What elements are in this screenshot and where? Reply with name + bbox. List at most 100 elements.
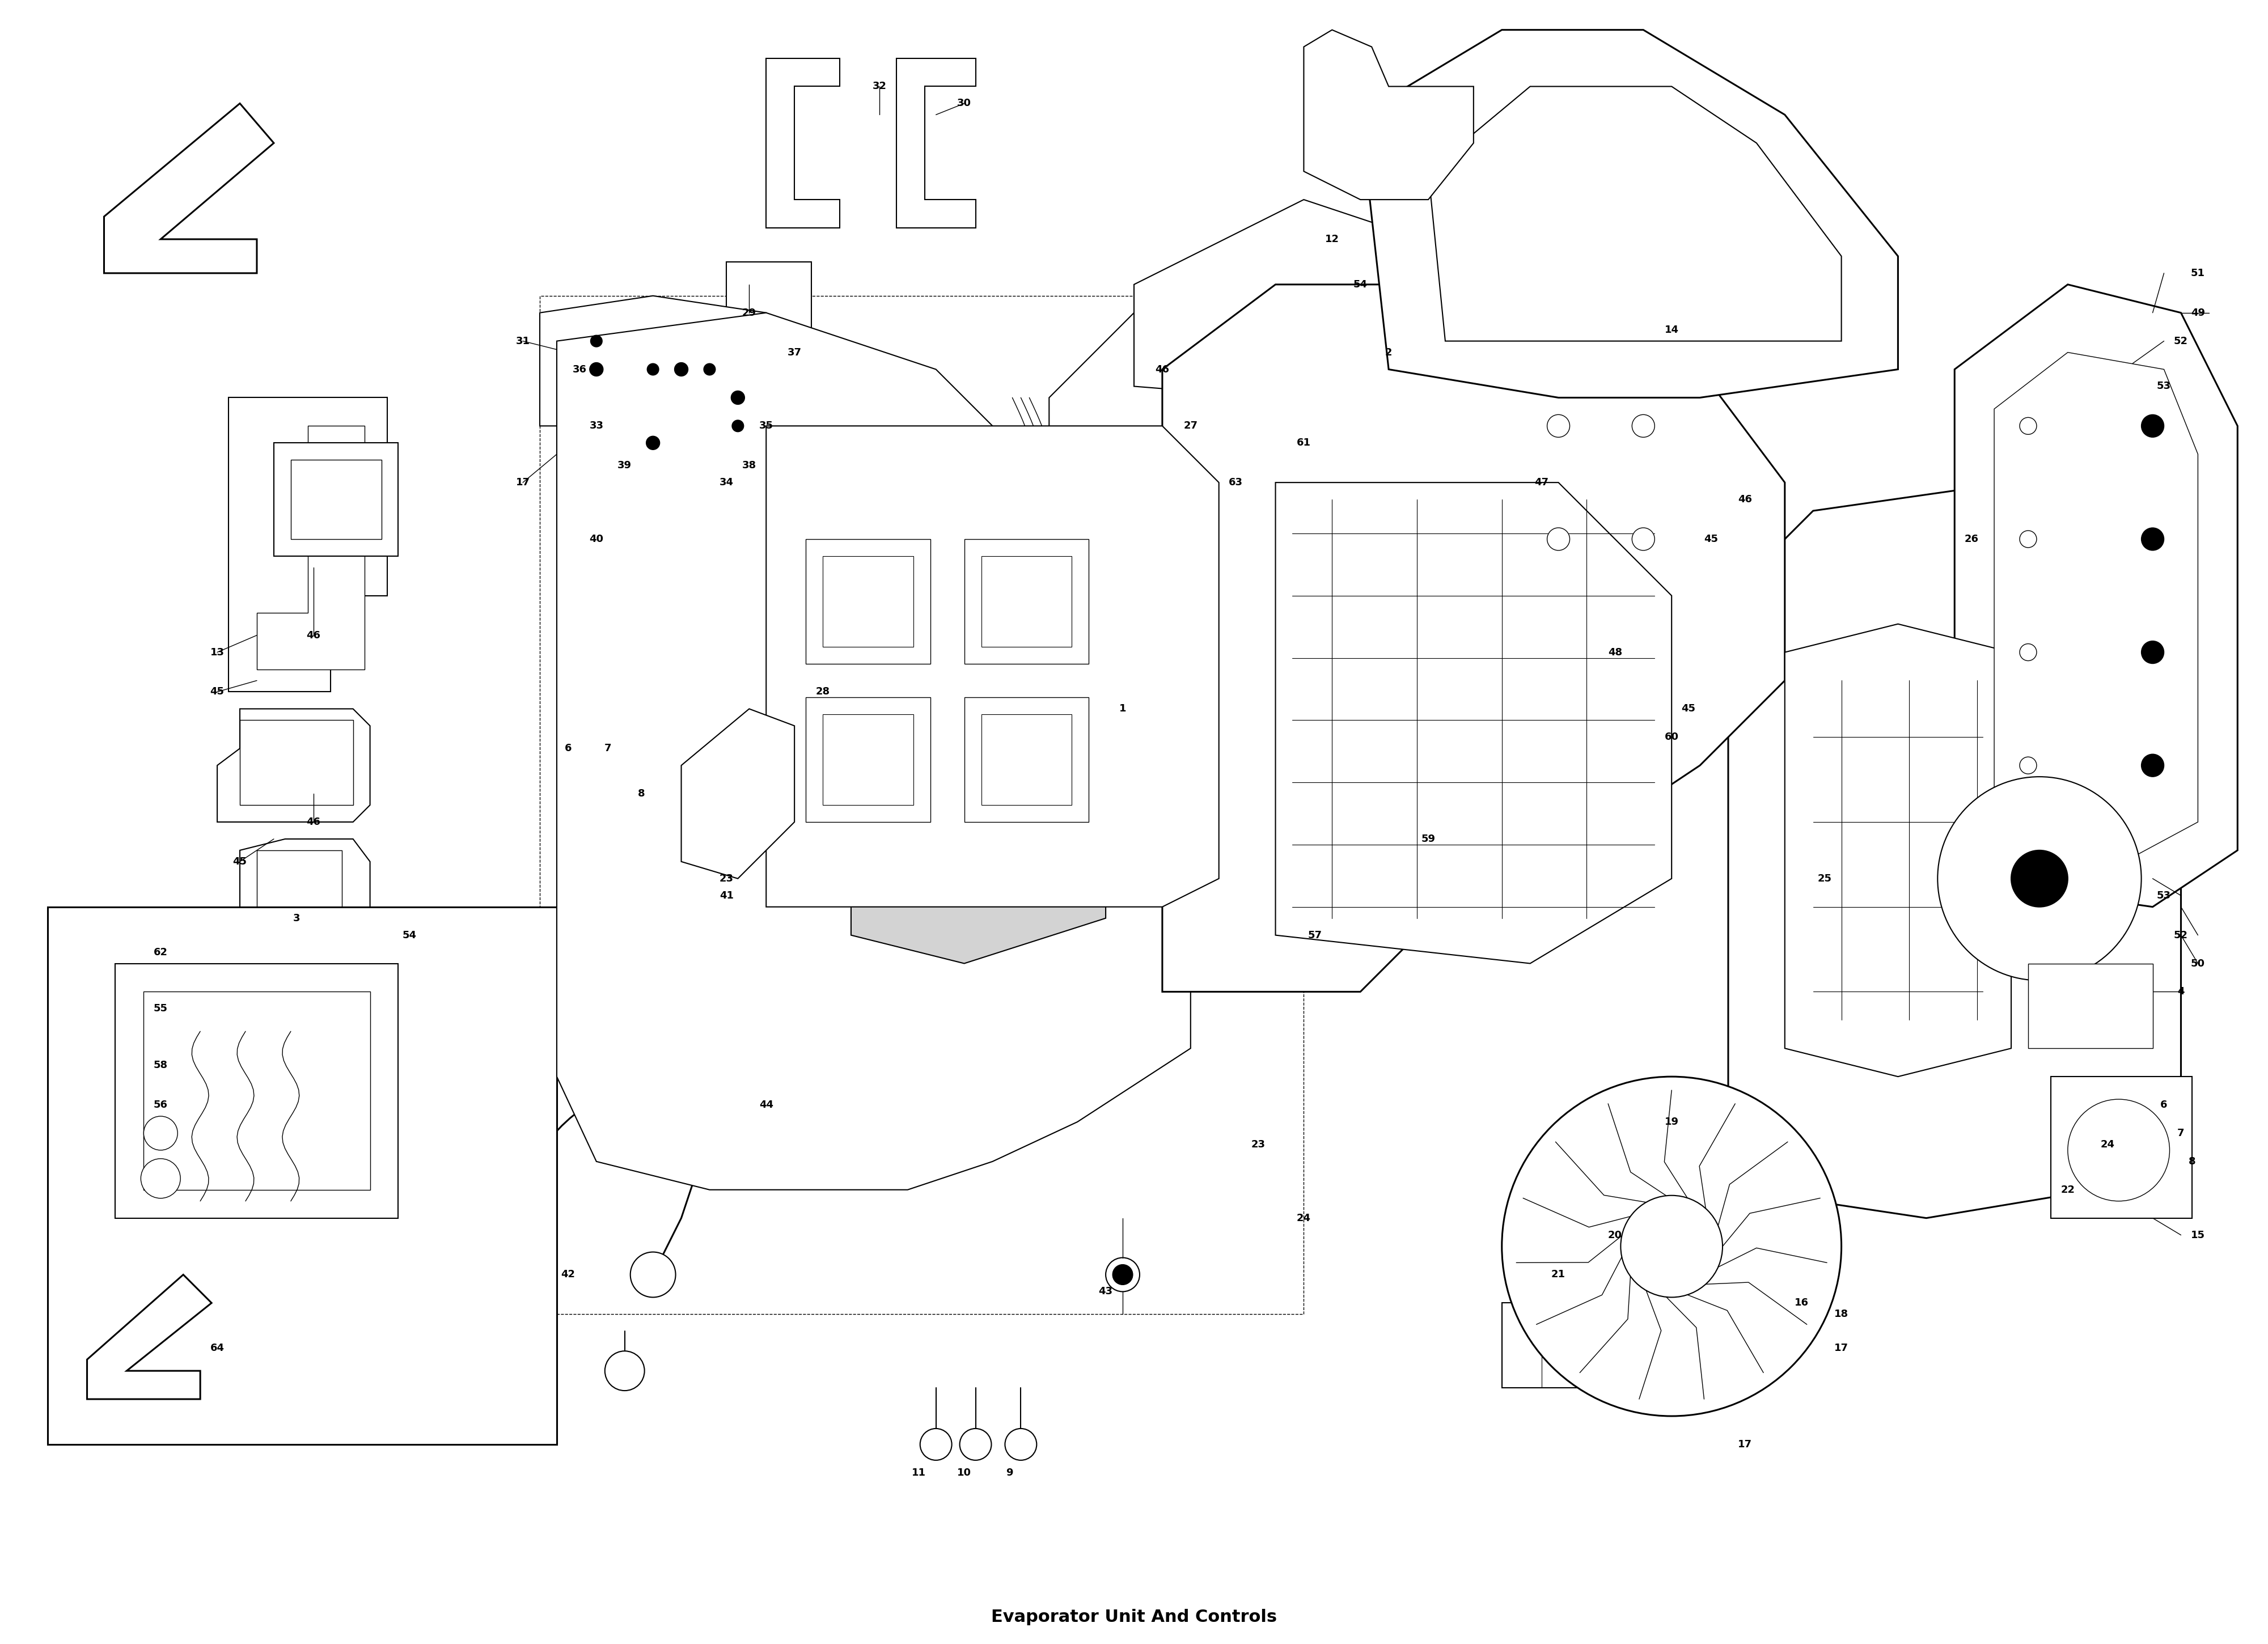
Circle shape (1633, 528, 1656, 551)
Text: 6: 6 (565, 743, 572, 753)
Text: 42: 42 (560, 1269, 576, 1279)
Circle shape (703, 363, 714, 375)
Bar (2028, 963, 2152, 1049)
Circle shape (1547, 414, 1569, 437)
Polygon shape (1501, 370, 1728, 595)
Text: 17: 17 (515, 477, 531, 488)
Circle shape (1633, 414, 1656, 437)
Circle shape (2141, 528, 2164, 551)
Text: 4: 4 (2177, 986, 2184, 996)
Text: 47: 47 (1535, 477, 1549, 488)
Circle shape (2068, 1100, 2170, 1202)
Text: 16: 16 (1794, 1297, 1810, 1309)
Text: 59: 59 (1422, 834, 1436, 843)
Text: 46: 46 (1154, 365, 1170, 375)
Polygon shape (86, 1274, 211, 1399)
Polygon shape (1955, 284, 2239, 907)
Text: 25: 25 (1817, 873, 1833, 884)
Polygon shape (1050, 312, 1417, 539)
Bar (710, 352, 794, 409)
Polygon shape (1785, 625, 2012, 1077)
Bar (540, 296, 1304, 1314)
Text: 23: 23 (719, 873, 733, 884)
Bar (612, 381, 714, 426)
Text: Evaporator Unit And Controls: Evaporator Unit And Controls (991, 1609, 1277, 1626)
Text: 45: 45 (1703, 534, 1719, 544)
Polygon shape (218, 709, 370, 822)
Text: 23: 23 (1252, 1139, 1266, 1149)
Text: 56: 56 (154, 1100, 168, 1110)
Circle shape (674, 363, 687, 376)
Polygon shape (767, 58, 839, 229)
Polygon shape (1429, 87, 1842, 340)
Text: 11: 11 (912, 1468, 925, 1478)
Circle shape (1005, 1429, 1036, 1460)
Text: 41: 41 (719, 891, 733, 901)
Circle shape (590, 335, 601, 347)
Polygon shape (767, 426, 1218, 907)
Circle shape (2021, 756, 2037, 774)
Text: 24: 24 (2100, 1139, 2114, 1149)
Circle shape (730, 391, 744, 404)
Text: 7: 7 (603, 743, 612, 753)
Bar (116, 963, 399, 1218)
Bar (964, 697, 1089, 822)
Text: 34: 34 (719, 477, 733, 488)
Text: 20: 20 (1608, 1230, 1622, 1240)
Text: 43: 43 (1098, 1287, 1114, 1297)
Text: 15: 15 (2191, 1230, 2204, 1240)
Bar (2050, 1077, 2193, 1218)
Text: 49: 49 (2191, 307, 2204, 317)
Text: 62: 62 (154, 947, 168, 957)
Text: 45: 45 (1681, 704, 1696, 713)
Text: 32: 32 (873, 81, 887, 92)
Text: 61: 61 (1297, 437, 1311, 449)
Text: 26: 26 (1964, 534, 1978, 544)
Text: 9: 9 (1007, 1468, 1014, 1478)
Circle shape (1937, 776, 2141, 980)
Circle shape (2141, 755, 2164, 776)
Text: 46: 46 (306, 817, 320, 827)
Text: 53: 53 (2157, 891, 2170, 901)
Text: 30: 30 (957, 99, 971, 109)
Bar (1501, 1304, 1755, 1388)
Circle shape (2021, 418, 2037, 434)
Text: 33: 33 (590, 421, 603, 431)
Circle shape (1501, 1077, 1842, 1415)
Text: 24: 24 (1297, 1213, 1311, 1223)
Text: 50: 50 (2191, 958, 2204, 968)
Circle shape (141, 1159, 181, 1198)
Polygon shape (1728, 482, 2182, 1218)
Text: 46: 46 (1737, 495, 1753, 505)
Bar (290, 460, 381, 539)
Polygon shape (1361, 30, 1898, 398)
Text: 17: 17 (1835, 1343, 1848, 1353)
Circle shape (631, 1253, 676, 1297)
Text: 54: 54 (401, 931, 417, 940)
Text: 37: 37 (787, 347, 801, 357)
Text: 53: 53 (2157, 381, 2170, 391)
Text: 51: 51 (2191, 268, 2204, 278)
Circle shape (646, 436, 660, 450)
Text: 52: 52 (2173, 335, 2189, 347)
Bar (240, 720, 354, 806)
Text: 54: 54 (1354, 279, 1368, 289)
Polygon shape (540, 296, 767, 426)
Polygon shape (850, 766, 1107, 963)
Text: 8: 8 (2189, 1156, 2195, 1167)
Circle shape (1547, 528, 1569, 551)
Text: 45: 45 (211, 687, 225, 697)
Text: 38: 38 (742, 460, 755, 470)
Text: 28: 28 (816, 687, 830, 697)
Text: 27: 27 (1184, 421, 1198, 431)
Text: 44: 44 (760, 1100, 773, 1110)
Circle shape (606, 1351, 644, 1391)
Polygon shape (104, 104, 274, 273)
Text: 2: 2 (1386, 347, 1393, 357)
Polygon shape (1304, 30, 1474, 199)
Circle shape (2021, 644, 2037, 661)
Text: 36: 36 (572, 365, 587, 375)
Text: 63: 63 (1229, 477, 1243, 488)
Circle shape (1107, 1258, 1139, 1292)
Text: 7: 7 (2177, 1128, 2184, 1138)
